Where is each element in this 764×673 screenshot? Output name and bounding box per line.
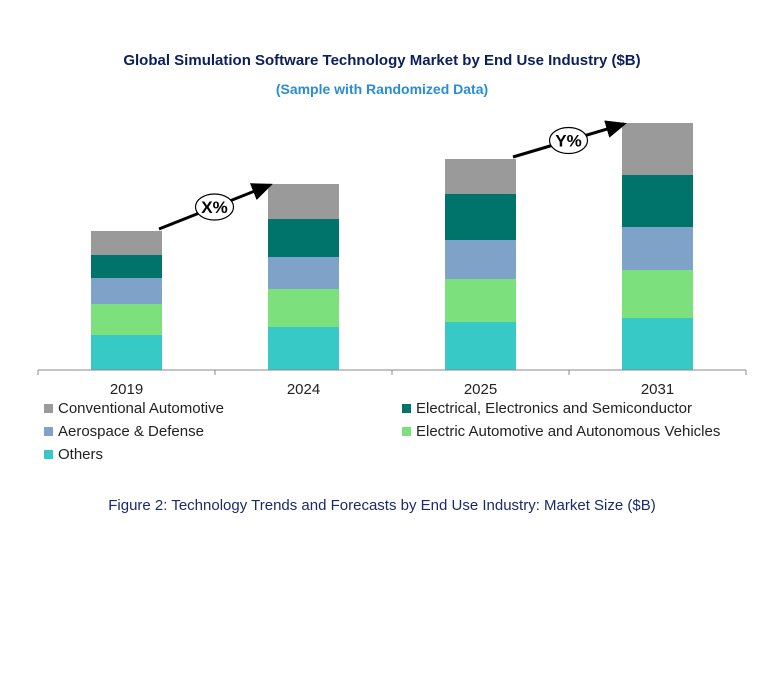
bar-segment [91, 335, 162, 370]
bar-segment [445, 322, 516, 370]
bar-segment [268, 257, 339, 289]
bar-segment [91, 231, 162, 255]
x-tick-label: 2019 [110, 381, 143, 398]
bar-segment [91, 278, 162, 304]
bar-segment [445, 279, 516, 322]
growth-rate-bubble [194, 193, 235, 221]
bar-segment [445, 159, 516, 194]
bar-segment [268, 327, 339, 370]
bar-segment [268, 219, 339, 257]
chart-title: Global Simulation Software Technology Ma… [123, 52, 641, 69]
bar-segment [91, 255, 162, 278]
bar-segment [268, 184, 339, 219]
x-tick-label: 2031 [641, 381, 674, 398]
growth-rate-label: Y% [555, 132, 581, 151]
bar-segment [91, 304, 162, 335]
bar-segment [622, 270, 693, 318]
bar-segment [622, 227, 693, 270]
bar-segment [445, 240, 516, 279]
bar-segment [268, 289, 339, 327]
bar-segment [622, 318, 693, 370]
growth-rate-bubble [548, 126, 589, 155]
growth-rate-label: X% [201, 198, 227, 217]
figure-caption: Figure 2: Technology Trends and Forecast… [108, 497, 656, 514]
x-tick-label: 2025 [464, 381, 497, 398]
bar-segment [622, 175, 693, 227]
bar-segment [622, 123, 693, 175]
chart-subtitle: (Sample with Randomized Data) [275, 81, 489, 97]
bar-segment [445, 194, 516, 240]
x-tick-label: 2024 [287, 381, 320, 398]
